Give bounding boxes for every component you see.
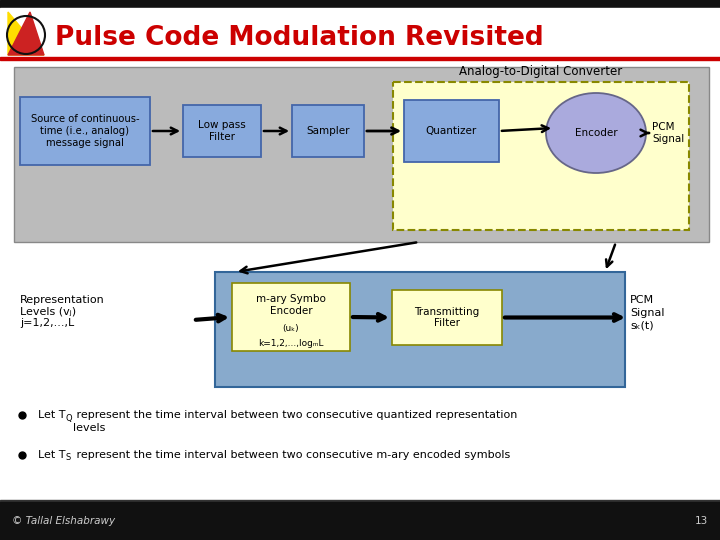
Text: sₖ(t): sₖ(t)	[630, 321, 654, 331]
Polygon shape	[8, 12, 44, 55]
Bar	[232, 283, 350, 351]
Text: 13: 13	[695, 516, 708, 526]
Text: Let T: Let T	[38, 450, 66, 460]
Text: Pulse Code Modulation Revisited: Pulse Code Modulation Revisited	[55, 25, 544, 51]
Text: Transmitting
Filter: Transmitting Filter	[415, 307, 480, 328]
Bar	[0, 502, 720, 540]
Text: PCM: PCM	[630, 295, 654, 305]
Bar	[215, 272, 625, 387]
Bar	[20, 97, 150, 165]
Text: Quantizer: Quantizer	[426, 126, 477, 136]
Text: represent the time interval between two consecutive m-ary encoded symbols: represent the time interval between two …	[73, 450, 510, 460]
Bar	[0, 8, 720, 60]
Bar	[392, 290, 502, 345]
Text: Encoder: Encoder	[575, 128, 617, 138]
Text: (uₖ): (uₖ)	[283, 323, 300, 333]
Bar	[0, 57, 720, 60]
Text: Sampler: Sampler	[306, 126, 350, 136]
Text: S: S	[66, 454, 71, 462]
Bar	[404, 100, 499, 162]
Text: represent the time interval between two consecutive quantized representation: represent the time interval between two …	[73, 410, 518, 420]
Text: Low pass
Filter: Low pass Filter	[198, 120, 246, 142]
Bar	[14, 67, 709, 242]
Text: PCM
Signal: PCM Signal	[652, 122, 684, 144]
Text: Q: Q	[66, 414, 73, 422]
Text: m-ary Symbo
Encoder: m-ary Symbo Encoder	[256, 294, 326, 316]
Polygon shape	[8, 12, 44, 55]
Text: Signal: Signal	[630, 308, 665, 318]
Ellipse shape	[546, 93, 646, 173]
Bar	[183, 105, 261, 157]
Text: Let T: Let T	[38, 410, 66, 420]
Bar	[393, 82, 689, 230]
Bar	[0, 500, 720, 502]
Bar	[0, 0, 720, 8]
Text: levels: levels	[73, 423, 105, 433]
Text: k=1,2,...,logₘL: k=1,2,...,logₘL	[258, 339, 324, 348]
Text: Analog-to-Digital Converter: Analog-to-Digital Converter	[459, 65, 623, 78]
Bar	[292, 105, 364, 157]
Text: Representation
Levels (vⱼ)
j=1,2,...,L: Representation Levels (vⱼ) j=1,2,...,L	[20, 295, 104, 328]
Text: Source of continuous-
time (i.e., analog)
message signal: Source of continuous- time (i.e., analog…	[31, 114, 139, 147]
Text: © Tallal Elshabrawy: © Tallal Elshabrawy	[12, 516, 115, 526]
